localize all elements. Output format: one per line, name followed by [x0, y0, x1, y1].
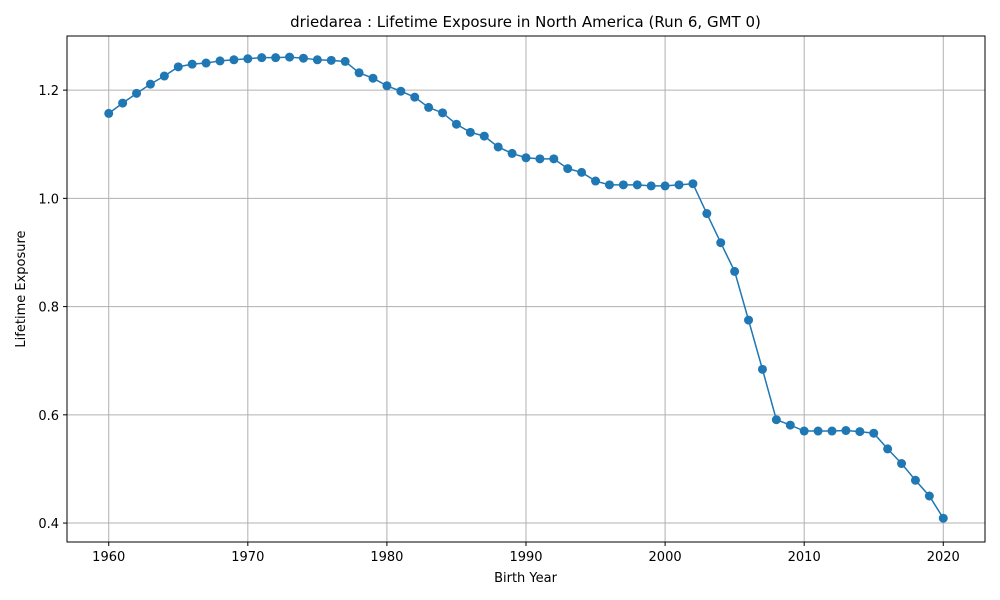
x-tick-label: 2020 [927, 550, 960, 565]
x-tick-label: 1980 [370, 550, 403, 565]
data-point [799, 426, 809, 436]
data-point [855, 427, 865, 437]
data-point [744, 315, 754, 325]
data-point [312, 55, 322, 65]
y-tick-label: 1.2 [38, 84, 59, 99]
data-point [869, 428, 879, 438]
data-point [465, 127, 475, 137]
x-tick-label: 2000 [649, 550, 682, 565]
data-point [716, 238, 726, 248]
data-point [354, 68, 364, 78]
y-tick-label: 0.6 [38, 409, 59, 424]
data-point [382, 81, 392, 91]
data-point [229, 55, 239, 65]
series [104, 52, 948, 523]
data-point [187, 59, 197, 69]
data-point [646, 181, 656, 191]
chart-title: driedarea : Lifetime Exposure in North A… [290, 13, 761, 31]
data-point [910, 475, 920, 485]
y-tick-label: 0.4 [38, 517, 59, 532]
data-point [618, 180, 628, 190]
data-point [771, 415, 781, 425]
data-point [173, 62, 183, 72]
data-point [340, 56, 350, 66]
data-point [368, 73, 378, 83]
data-point [438, 108, 448, 118]
x-tick-label: 2010 [788, 550, 821, 565]
data-point [285, 52, 295, 62]
data-point [827, 426, 837, 436]
y-axis-ticks: 0.4 0.6 0.8 1.0 1.2 [38, 84, 67, 532]
data-point [674, 180, 684, 190]
x-axis-ticks: 1960 1970 1980 1990 2000 2010 2020 [92, 542, 960, 565]
data-point [145, 79, 155, 89]
data-point [702, 209, 712, 219]
x-tick-label: 1970 [231, 550, 264, 565]
x-tick-label: 1990 [509, 550, 542, 565]
data-point [132, 88, 142, 98]
y-tick-label: 0.8 [38, 301, 59, 316]
data-point [507, 148, 517, 158]
data-point [757, 364, 767, 374]
data-point [924, 491, 934, 501]
data-point [243, 54, 253, 64]
data-point [813, 426, 823, 436]
y-tick-label: 1.0 [38, 192, 59, 207]
data-point [159, 71, 169, 81]
data-point [938, 513, 948, 523]
data-point [410, 92, 420, 102]
data-point [104, 108, 114, 118]
x-axis-label: Birth Year [494, 571, 558, 586]
data-point [591, 176, 601, 186]
data-point [271, 53, 281, 63]
data-point [479, 131, 489, 141]
data-point [688, 179, 698, 189]
data-point [298, 53, 308, 63]
data-point [549, 154, 559, 164]
data-point [841, 426, 851, 436]
data-point [396, 86, 406, 96]
data-point [563, 164, 573, 174]
data-point [215, 56, 225, 66]
data-point [897, 459, 907, 469]
data-point [883, 444, 893, 454]
data-point [521, 153, 531, 163]
data-point [201, 58, 211, 68]
data-point [604, 180, 614, 190]
data-point [632, 180, 642, 190]
data-point [451, 119, 461, 129]
data-point [785, 420, 795, 430]
data-point [577, 167, 587, 177]
data-point [730, 266, 740, 276]
data-point [118, 98, 128, 108]
data-point [660, 181, 670, 191]
data-point [493, 142, 503, 152]
y-axis-label: Lifetime Exposure [14, 230, 29, 347]
data-point [424, 102, 434, 112]
data-point [326, 55, 336, 65]
data-point [535, 154, 545, 164]
grid [67, 36, 985, 542]
x-tick-label: 1960 [92, 550, 125, 565]
data-point [257, 53, 267, 63]
